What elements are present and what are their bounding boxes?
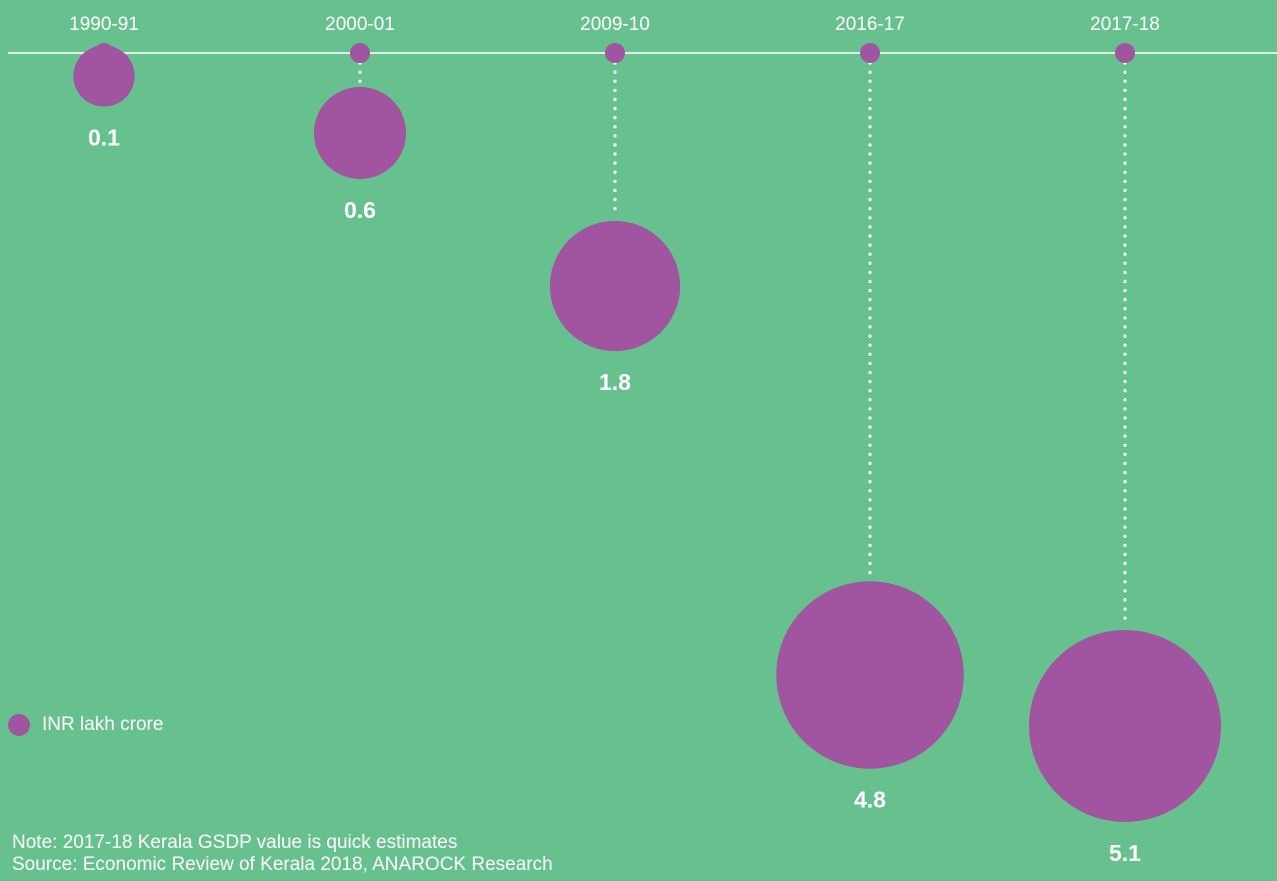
anchor-dot-2000-01: [350, 43, 370, 63]
year-label-2000-01: 2000-01: [325, 14, 395, 35]
note-text: Note: 2017-18 Kerala GSDP value is quick…: [12, 832, 458, 853]
bubble-2000-01: [313, 86, 407, 180]
anchor-dot-2016-17: [860, 43, 880, 63]
bubble-1990-91: [73, 45, 135, 107]
legend-bubble-icon: [8, 714, 30, 736]
legend-label: INR lakh crore: [42, 714, 164, 735]
anchor-dot-1990-91: [94, 43, 114, 63]
value-label-2017-18: 5.1: [1109, 840, 1141, 866]
value-label-2009-10: 1.8: [599, 369, 631, 395]
chart-notes: Note: 2017-18 Kerala GSDP value is quick…: [12, 832, 553, 876]
value-label-1990-91: 0.1: [88, 125, 120, 151]
legend: INR lakh crore: [8, 714, 163, 736]
year-label-2009-10: 2009-10: [580, 14, 650, 35]
anchor-dot-2009-10: [605, 43, 625, 63]
value-label-2000-01: 0.6: [344, 197, 376, 223]
source-text: Source: Economic Review of Kerala 2018, …: [12, 854, 553, 875]
year-label-2016-17: 2016-17: [835, 14, 905, 35]
value-label-2016-17: 4.8: [854, 787, 886, 813]
bubble-2009-10: [549, 220, 681, 352]
year-label-2017-18: 2017-18: [1090, 14, 1160, 35]
bubble-2016-17: [776, 581, 964, 769]
year-label-1990-91: 1990-91: [69, 14, 139, 35]
bubble-2017-18: [1029, 630, 1221, 822]
anchor-dot-2017-18: [1115, 43, 1135, 63]
